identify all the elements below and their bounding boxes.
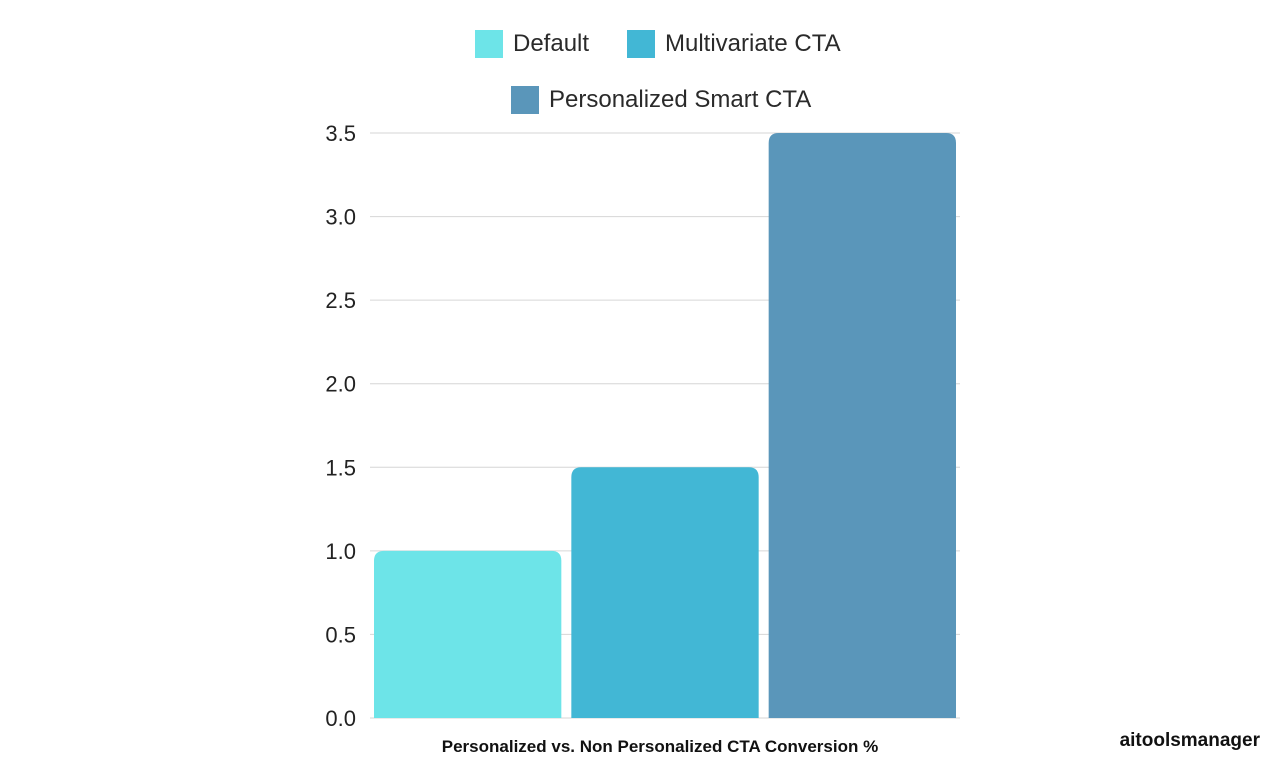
legend-item-personalized-smart-cta: Personalized Smart CTA — [511, 86, 811, 114]
y-tick-label: 0.0 — [325, 706, 356, 731]
legend-swatch-personalized-smart-cta — [511, 86, 539, 114]
y-tick-label: 1.0 — [325, 539, 356, 564]
bar-personalized-smart-cta — [768, 133, 956, 718]
legend-swatch-multivariate-cta — [627, 30, 655, 58]
bar-default — [374, 550, 562, 718]
bars — [374, 133, 956, 718]
legend-label-multivariate-cta: Multivariate CTA — [665, 30, 841, 57]
y-tick-label: 3.5 — [325, 121, 356, 146]
watermark: aitoolsmanager — [1119, 730, 1260, 751]
legend-label-default: Default — [513, 30, 590, 57]
y-tick-label: 3.0 — [325, 205, 356, 230]
legend-label-personalized-smart-cta: Personalized Smart CTA — [549, 86, 812, 113]
legend-item-default: Default — [475, 30, 589, 58]
y-tick-label: 0.5 — [325, 622, 356, 647]
bar-multivariate-cta — [571, 467, 759, 718]
y-tick-label: 2.5 — [325, 288, 356, 313]
x-axis-label: Personalized vs. Non Personalized CTA Co… — [441, 737, 879, 756]
y-tick-label: 2.0 — [325, 372, 356, 397]
legend-item-multivariate-cta: Multivariate CTA — [627, 30, 841, 58]
y-tick-label: 1.5 — [325, 455, 356, 480]
legend-swatch-default — [475, 30, 503, 58]
y-axis-ticks: 0.0 0.5 1.0 1.5 2.0 2.5 3.0 3.5 — [325, 121, 356, 731]
